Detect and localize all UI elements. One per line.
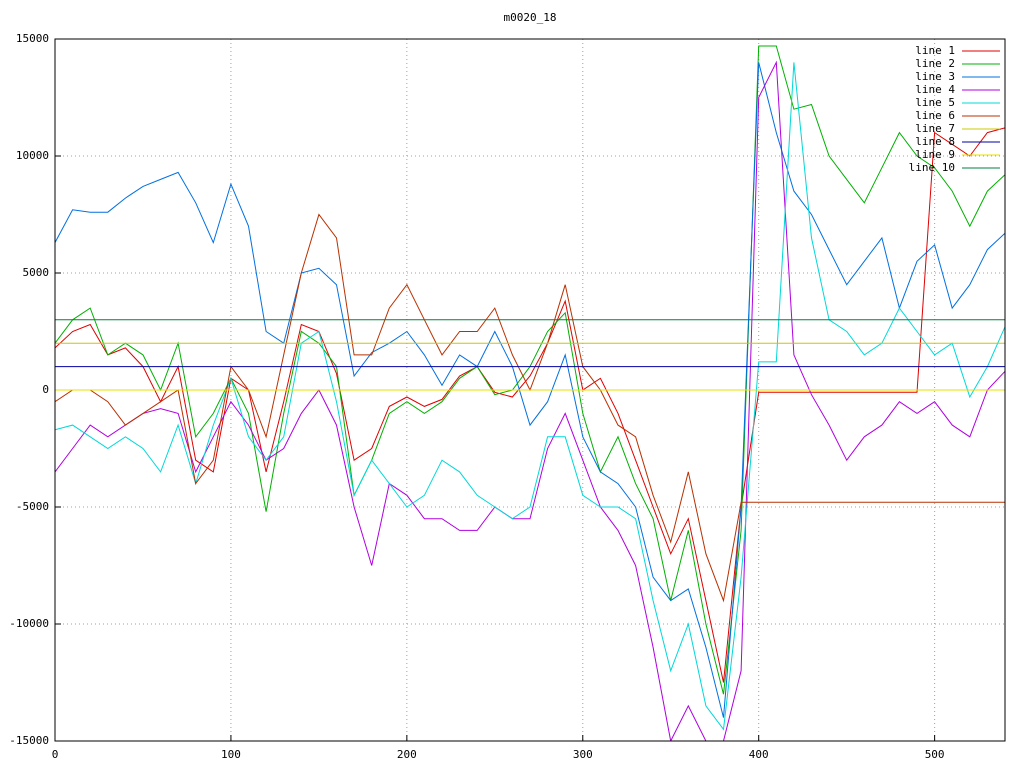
y-tick-label: 10000: [16, 149, 49, 162]
x-tick-label: 100: [221, 748, 241, 761]
legend-label: line 2: [915, 57, 955, 70]
x-tick-label: 0: [52, 748, 59, 761]
x-tick-label: 300: [573, 748, 593, 761]
legend-label: line 5: [915, 96, 955, 109]
legend-label: line 1: [915, 44, 955, 57]
legend-label: line 8: [915, 135, 955, 148]
y-tick-label: -5000: [16, 500, 49, 513]
y-tick-label: 5000: [23, 266, 50, 279]
plot-border: [54, 38, 1006, 742]
plot-lines: [55, 45, 1005, 741]
y-tick-label: 0: [42, 383, 49, 396]
x-tick-label: 200: [397, 748, 417, 761]
x-tick-label: 500: [925, 748, 945, 761]
legend-label: line 10: [909, 161, 955, 174]
legend-label: line 4: [915, 83, 955, 96]
tick-labels: -15000 -10000 -5000 0 5000 10000 15000 0 100 200 3…: [9, 32, 944, 761]
series-line: [55, 62, 1005, 731]
y-tick-label: -10000: [9, 617, 49, 630]
y-tick-label: 15000: [16, 32, 49, 45]
y-tick-label: -15000: [9, 734, 49, 747]
legend-label: line 6: [915, 109, 955, 122]
legend-label: line 3: [915, 70, 955, 83]
series-line: [55, 60, 1005, 741]
legend-label: line 9: [915, 148, 955, 161]
x-tick-label: 400: [749, 748, 769, 761]
legend-label: line 7: [915, 122, 955, 135]
series-line: [55, 62, 1005, 718]
chart-title: m0020_18: [504, 11, 557, 24]
series-line: [55, 127, 1005, 683]
grid: [54, 38, 1005, 742]
